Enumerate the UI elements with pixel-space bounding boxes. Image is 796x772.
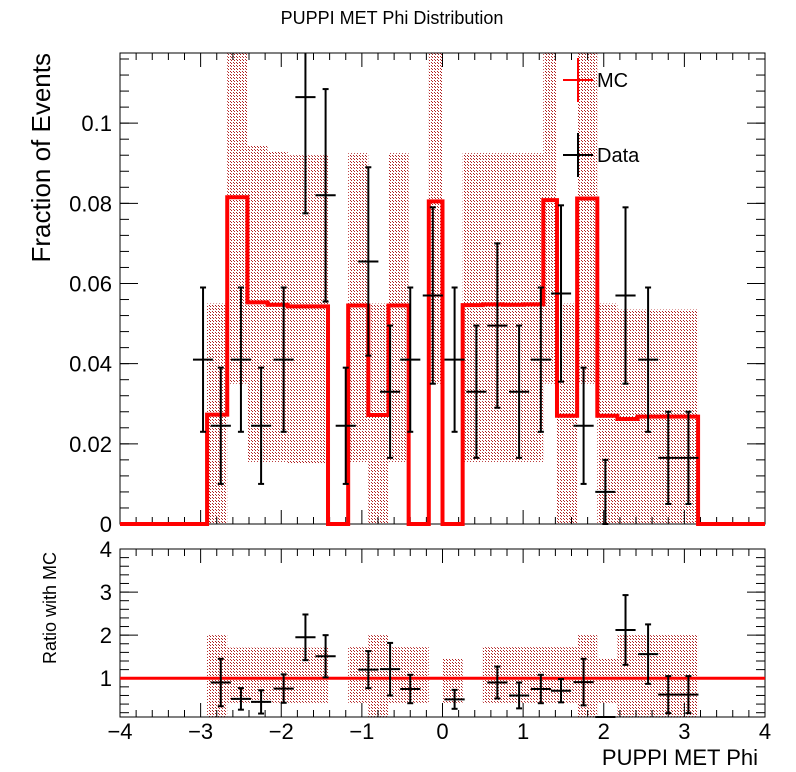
mc-histogram-line [120, 195, 765, 526]
ratio-uncertainty-band [348, 647, 369, 703]
ratio-x-tick-label: 4 [759, 719, 771, 744]
data-point [192, 286, 214, 433]
ratio-point [487, 665, 508, 700]
ratio-uncertainty-band [442, 658, 463, 703]
ratio-x-tick-label: 3 [678, 719, 690, 744]
mc-uncertainty-band [543, 53, 557, 384]
chart-title: PUPPI MET Phi Distribution [281, 8, 504, 28]
ratio-uncertainty-band [597, 658, 618, 703]
ratio-point [251, 689, 272, 715]
data-point [358, 166, 379, 357]
ratio-y-tick-label: 3 [100, 580, 112, 605]
data-point [444, 286, 465, 433]
ratio-point [315, 634, 336, 679]
ratio-point [358, 650, 379, 690]
ratio-point [273, 673, 294, 704]
x-axis-label: PUPPI MET Phi [602, 745, 758, 770]
mc-uncertainty-band [577, 53, 598, 384]
main-panel: 0 0.02 0.04 0.06 0.08 0.1 MC Data [69, 52, 766, 537]
mc-uncertainty-band [388, 153, 409, 462]
data-point [335, 366, 356, 485]
ratio-point [400, 673, 421, 705]
legend-data-label: Data [597, 145, 640, 167]
ratio-x-tick-label: 2 [598, 719, 610, 744]
data-point [422, 206, 443, 385]
mc-uncertainty-band [502, 153, 524, 462]
ratio-point [615, 594, 636, 666]
data-point [530, 286, 551, 433]
ratio-point [230, 687, 252, 711]
ratio-point [658, 675, 679, 715]
mc-uncertainty-band [556, 303, 578, 524]
main-y-tick-label: 0.1 [81, 111, 112, 136]
data-point [595, 458, 616, 525]
ratio-uncertainty-band [368, 635, 389, 717]
mc-uncertainty-band [287, 155, 308, 464]
ratio-x-tick-label: −3 [188, 719, 213, 744]
mc-uncertainty-band [462, 153, 483, 462]
main-y-tick-label: 0.04 [69, 352, 112, 377]
ratio-panel: 1 2 3 4 −4 −3 −2 −1 0 1 2 3 4 [100, 537, 771, 744]
data-point [638, 286, 659, 433]
ratio-x-tick-label: −1 [349, 719, 374, 744]
mc-uncertainty-band [482, 153, 503, 462]
main-y-tick-label: 0 [100, 512, 112, 537]
data-point [509, 324, 530, 459]
data-point [678, 410, 699, 505]
legend-mc-label: MC [597, 70, 628, 92]
main-y-tick-label: 0.08 [69, 191, 112, 216]
main-y-tick-label: 0.02 [69, 432, 112, 457]
legend: MC Data [563, 58, 640, 177]
ratio-point [573, 657, 594, 707]
data-point [315, 88, 336, 303]
ratio-point [638, 623, 659, 685]
ratio-point [380, 641, 401, 697]
ratio-point [295, 613, 316, 662]
data-point [658, 410, 679, 505]
mc-uncertainty-band [428, 53, 443, 384]
data-point [466, 324, 487, 459]
mc-uncertainty-band [307, 155, 329, 464]
data-point [210, 366, 231, 485]
data-point [400, 286, 421, 433]
ratio-uncertainty-band [577, 635, 598, 717]
ratio-point [444, 688, 465, 710]
main-y-axis-label: Fraction of Events [26, 53, 56, 263]
ratio-point [550, 678, 572, 704]
ratio-uncertainty-band [556, 647, 578, 703]
main-y-tick-label: 0.06 [69, 271, 112, 296]
ratio-y-tick-label: 4 [100, 537, 112, 562]
ratio-y-axis-label: Ratio with MC [40, 552, 60, 664]
data-point [295, 53, 316, 215]
mc-uncertainty-band [523, 153, 544, 462]
ratio-x-tick-label: 0 [436, 719, 448, 744]
ratio-x-tick-label: −2 [269, 719, 294, 744]
mc-uncertainty-band [348, 153, 369, 462]
ratio-point [509, 681, 530, 710]
ratio-y-tick-label: 1 [100, 666, 112, 691]
ratio-x-tick-label: 1 [517, 719, 529, 744]
mc-uncertainty-band [617, 309, 638, 524]
ratio-uncertainty-band [227, 647, 329, 703]
ratio-x-tick-label: −4 [107, 719, 132, 744]
data-point [573, 366, 594, 485]
ratio-uncertainty-band [207, 635, 228, 717]
ratio-y-tick-label: 2 [100, 623, 112, 648]
data-point [550, 204, 572, 383]
ratio-point [210, 657, 231, 708]
data-point [615, 206, 636, 385]
mc-uncertainty-band [227, 53, 248, 384]
ratio-point [678, 675, 699, 715]
data-point [487, 242, 508, 409]
data-point [251, 366, 272, 485]
data-point [230, 286, 252, 433]
data-point [273, 286, 294, 433]
ratio-point [530, 673, 551, 705]
data-point [380, 324, 401, 459]
mc-uncertainty-band [597, 303, 618, 524]
